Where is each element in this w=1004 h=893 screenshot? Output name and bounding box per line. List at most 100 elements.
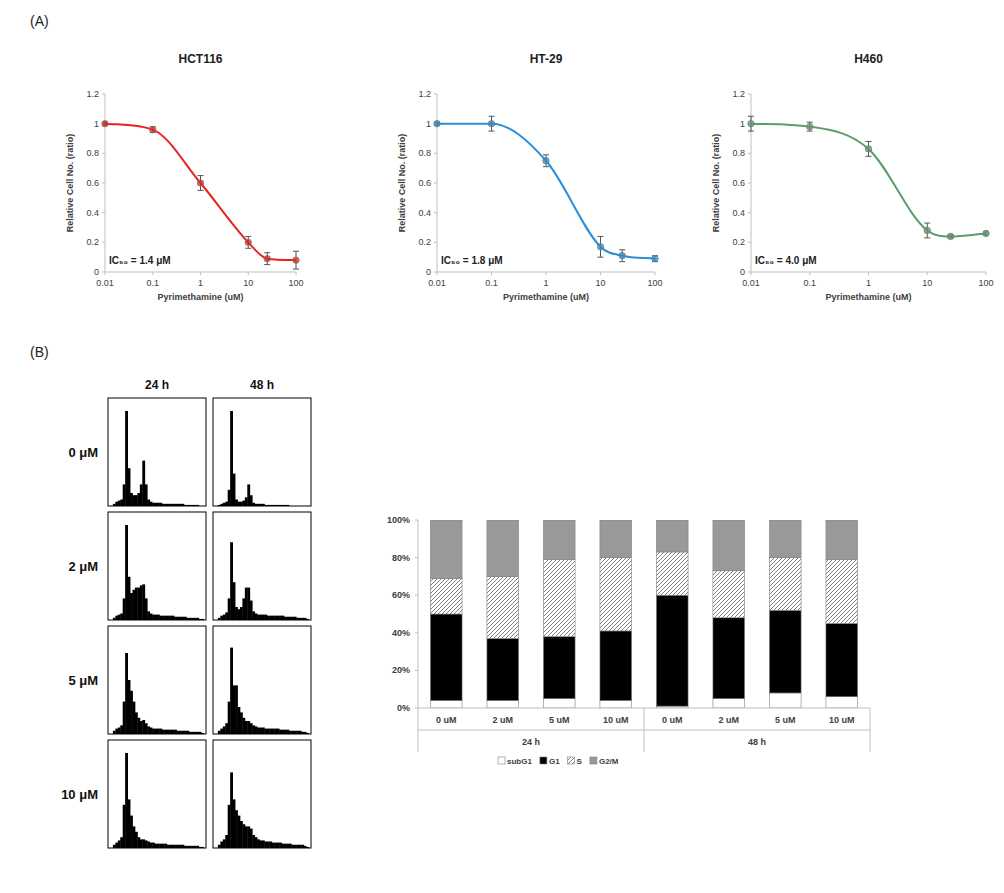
histogram-bin (196, 618, 199, 620)
legend-swatch (568, 757, 575, 764)
chart-title: HCT116 (178, 52, 222, 66)
x-tick-label: 10 (595, 278, 605, 288)
y-tick-label: 0.8 (86, 148, 99, 158)
y-tick-label: 1.2 (732, 89, 745, 99)
histogram-bin (247, 484, 250, 506)
histogram-bin (128, 577, 131, 620)
histogram-bin (262, 728, 265, 734)
histogram-bin (247, 721, 250, 734)
column-label: 48 h (250, 378, 274, 392)
histogram-bin (287, 617, 290, 620)
histogram-bin (220, 616, 223, 620)
histogram-bin (159, 503, 162, 506)
histogram-bin (269, 505, 272, 506)
legend-swatch (590, 757, 597, 764)
histogram-bin (225, 612, 228, 620)
y-tick (415, 632, 418, 633)
histogram-bin (125, 653, 128, 734)
histogram-bin (113, 504, 116, 506)
y-tick (102, 183, 105, 184)
histogram-bin (184, 617, 187, 620)
histogram-bin (179, 617, 182, 620)
bar-segment (600, 631, 632, 701)
error-bar (264, 253, 270, 265)
x-tick-label: 100 (978, 278, 993, 288)
histogram-bin (309, 734, 311, 735)
data-point (748, 120, 754, 126)
histogram-bin (279, 730, 282, 734)
histogram-bin (235, 685, 238, 734)
histogram-bin (157, 615, 160, 620)
bar-segment (826, 520, 858, 559)
histogram-bin (269, 729, 272, 734)
x-tick (751, 272, 752, 275)
row-label: 10 μM (61, 787, 98, 802)
histogram-bars (113, 753, 204, 848)
y-tick-label: 20% (392, 665, 410, 675)
histogram-bin (182, 731, 185, 734)
histogram-frame (213, 740, 311, 848)
data-point (102, 120, 108, 126)
histogram-bin (245, 497, 248, 506)
histogram-bin (142, 584, 145, 620)
data-point (947, 233, 953, 239)
histogram-bin (152, 615, 155, 620)
histogram-bin (301, 618, 304, 620)
plot-data (748, 116, 989, 239)
histogram-bin (282, 505, 285, 506)
y-tick (102, 242, 105, 243)
x-tick-label: 2 uM (492, 715, 513, 725)
histogram-frame (108, 740, 206, 848)
histogram-bin (177, 504, 180, 506)
histogram-frame (108, 398, 206, 506)
histogram-bin (155, 729, 158, 734)
histogram-bin (230, 411, 233, 506)
histogram-bin (172, 845, 175, 848)
x-axis-label: Pyrimethamine (uM) (157, 292, 243, 302)
y-tick (748, 212, 751, 213)
x-axis-label: Pyrimethamine (uM) (825, 292, 911, 302)
histogram-bin (267, 842, 270, 848)
error-bar (652, 256, 658, 262)
histogram-bin (194, 846, 197, 848)
histogram-bin (213, 848, 216, 849)
histogram-bin (204, 620, 206, 621)
y-tick-label: 60% (392, 590, 410, 600)
histogram-bin (257, 504, 260, 506)
histogram-bin (223, 839, 226, 848)
histogram-bin (155, 503, 158, 506)
histogram-bin (309, 848, 311, 849)
histogram-bin (287, 730, 290, 734)
x-tick-label: 0 uM (436, 715, 457, 725)
histogram-bin (287, 505, 290, 506)
histogram-bin (179, 845, 182, 848)
x-tick (491, 272, 492, 275)
data-point (983, 230, 989, 236)
histogram-bin (228, 805, 231, 848)
data-point (488, 120, 494, 126)
histogram-bin (169, 616, 172, 620)
histogram-bin (306, 506, 309, 507)
histogram-bin (215, 848, 218, 849)
histogram-bin (220, 504, 223, 506)
histogram-bin (277, 843, 280, 848)
x-tick-label: 0.01 (742, 278, 760, 288)
histogram-bin (250, 829, 253, 848)
data-point (434, 120, 440, 126)
data-point (543, 158, 549, 164)
column-label: 24 h (145, 378, 169, 392)
bar-segment (430, 614, 462, 700)
histogram-bin (155, 844, 158, 848)
histogram-bin (147, 726, 150, 734)
histogram-bin (274, 616, 277, 620)
histogram-bin (240, 607, 243, 620)
histogram-bin (125, 753, 128, 848)
histogram-bin (184, 731, 187, 734)
histogram-bin (179, 731, 182, 734)
histogram-bin (167, 504, 170, 506)
x-tick (655, 272, 656, 275)
bar-segment (487, 520, 519, 576)
x-tick-label: 5 uM (549, 715, 570, 725)
histogram-bin (304, 506, 307, 507)
error-bar (198, 176, 204, 191)
